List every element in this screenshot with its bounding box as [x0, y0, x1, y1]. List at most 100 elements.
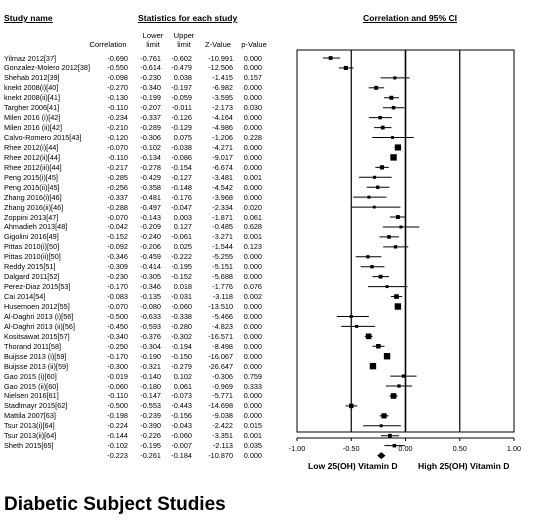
z-value: -5.771: [212, 391, 233, 401]
p-value: 0.076: [243, 282, 262, 292]
correlation-value: -0.110: [107, 152, 128, 162]
effect-marker: [397, 384, 401, 388]
study-name: Al-Daghri 2013 (i)[56]: [4, 311, 74, 321]
correlation-value: -0.256: [107, 182, 128, 192]
upper-limit-value: 0.003: [173, 212, 192, 222]
correlation-value: -0.070: [107, 142, 128, 152]
p-value: 0.000: [243, 272, 262, 282]
p-value: 0.035: [243, 441, 262, 451]
summary-diamond: [377, 452, 386, 460]
lower-limit-value: -0.209: [140, 222, 161, 232]
lower-limit-value: -0.206: [140, 242, 161, 252]
upper-limit-value: -0.479: [171, 63, 192, 73]
upper-limit-column-header: Upper limit: [166, 31, 202, 49]
summary-lower-limit-value: -0.261: [140, 451, 161, 461]
lower-limit-value: -0.614: [140, 63, 161, 73]
z-value: -6.982: [212, 83, 233, 93]
correlation-value: -0.198: [107, 411, 128, 421]
upper-limit-value: -0.176: [171, 192, 192, 202]
upper-limit-value: -0.011: [171, 103, 192, 113]
z-value: -3.968: [212, 192, 233, 202]
correlation-value: -0.309: [107, 262, 128, 272]
correlation-value: -0.550: [107, 63, 128, 73]
upper-limit-value: -0.007: [171, 441, 192, 451]
study-name: Gonzalez-Molero 2012[38]: [4, 63, 90, 73]
lower-limit-value: -0.180: [140, 381, 161, 391]
correlation-value: -0.070: [107, 212, 128, 222]
effect-marker: [394, 294, 399, 299]
lower-limit-value: -0.481: [140, 192, 161, 202]
effect-marker: [379, 424, 383, 428]
z-value-column-header: Z-Value: [204, 40, 232, 49]
lower-limit-value: -0.304: [140, 341, 161, 351]
study-name: Rhee 2012(ii)[44]: [4, 152, 60, 162]
correlation-value: -0.152: [107, 232, 128, 242]
correlation-value: -0.224: [107, 421, 128, 431]
effect-marker: [393, 76, 397, 80]
correlation-value: -0.170: [107, 282, 128, 292]
p-value: 0.030: [243, 103, 262, 113]
upper-limit-value: -0.086: [171, 152, 192, 162]
p-value: 0.001: [243, 232, 262, 242]
lower-limit-value: -0.358: [140, 182, 161, 192]
study-name: Perez-Diaz 2015[53]: [4, 282, 71, 292]
effect-marker: [399, 225, 403, 229]
x-tick-label: 0.00: [398, 444, 412, 453]
study-name: Zhang 2016(i)[46]: [4, 192, 62, 202]
z-value: -4.986: [212, 123, 233, 133]
z-value: -1.415: [212, 73, 233, 83]
lower-limit-value: -0.134: [140, 152, 161, 162]
upper-limit-value: -0.047: [171, 202, 192, 212]
study-name: Gigolini 2016[49]: [4, 232, 59, 242]
study-name: Gao 2015 (ii)[60]: [4, 381, 59, 391]
forest-plot: -1.00 -0.50 0.00 0.50 1.00: [289, 49, 521, 460]
upper-limit-value: 0.075: [173, 133, 192, 143]
z-value: -6.674: [212, 162, 233, 172]
lower-limit-header-line2: limit: [146, 40, 160, 49]
p-value: 0.123: [243, 242, 262, 252]
lower-limit-value: -0.306: [140, 133, 161, 143]
effect-marker: [372, 205, 376, 209]
p-value: 0.000: [243, 411, 262, 421]
correlation-value: -0.130: [107, 93, 128, 103]
lower-limit-value: -0.240: [140, 232, 161, 242]
p-value: 0.061: [243, 212, 262, 222]
z-value: -4.823: [212, 321, 233, 331]
z-value: -3.118: [212, 292, 233, 302]
correlation-value: -0.300: [107, 361, 128, 371]
effect-marker: [378, 115, 382, 120]
study-name: Stadlmayr 2015[62]: [4, 401, 68, 411]
lower-limit-value: -0.497: [140, 202, 161, 212]
lower-limit-value: -0.376: [140, 331, 161, 341]
p-value: 0.000: [243, 302, 262, 311]
correlation-value: -0.217: [107, 162, 128, 172]
p-value: 0.000: [243, 391, 262, 401]
study-name: Husemoen 2012[55]: [4, 302, 70, 311]
study-name: Zhang 2016(ii)[46]: [4, 202, 64, 212]
study-name: Tsur 2013(i)[64]: [4, 421, 55, 431]
upper-limit-value: -0.150: [171, 351, 192, 361]
effect-marker: [390, 154, 397, 161]
upper-limit-value: -0.060: [171, 302, 192, 311]
p-value-column-header: p-Value: [241, 40, 267, 49]
upper-limit-value: -0.038: [171, 142, 192, 152]
correlation-value: -0.120: [107, 133, 128, 143]
upper-limit-header-line2: limit: [177, 40, 191, 49]
upper-limit-value: -0.280: [171, 321, 192, 331]
study-name-header: Study name: [4, 13, 53, 23]
correlation-value: -0.092: [107, 242, 128, 252]
upper-limit-value: -0.061: [171, 232, 192, 242]
correlation-value: -0.019: [107, 371, 128, 381]
correlation-value: -0.102: [107, 441, 128, 451]
correlation-value: -0.285: [107, 172, 128, 182]
study-name: knekt 2008(ii)[41]: [4, 93, 60, 103]
effect-marker: [378, 274, 383, 279]
p-value: 0.000: [243, 321, 262, 331]
p-value: 0.000: [243, 182, 262, 192]
study-name: Dalgard 2011[52]: [4, 272, 60, 282]
correlation-value: -0.340: [107, 331, 128, 341]
effect-marker: [387, 235, 391, 239]
upper-limit-value: -0.602: [171, 53, 192, 63]
z-value: -5.255: [212, 252, 233, 262]
study-name: Pittas 2010(ii)[50]: [4, 252, 61, 262]
